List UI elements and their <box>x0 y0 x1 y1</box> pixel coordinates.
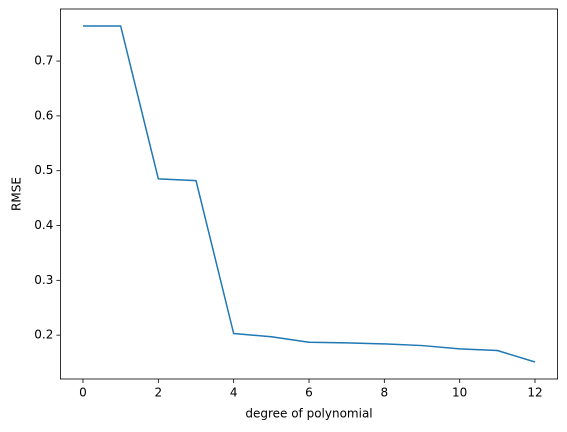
y-tick-label: 0.4 <box>34 218 53 232</box>
y-tick-label: 0.5 <box>34 163 53 177</box>
line <box>83 25 536 363</box>
x-tick-label: 8 <box>381 386 389 400</box>
x-tick-label: 4 <box>230 386 238 400</box>
y-axis-label: RMSE <box>10 177 24 211</box>
y-tick-label: 0.7 <box>34 54 53 68</box>
x-tick-label: 2 <box>155 386 163 400</box>
y-tick-label: 0.2 <box>34 328 53 342</box>
x-tick-label: 10 <box>452 386 467 400</box>
x-tick-label: 6 <box>305 386 313 400</box>
plot-frame <box>60 8 559 380</box>
x-tick-label: 0 <box>79 386 87 400</box>
x-tick-label: 12 <box>527 386 542 400</box>
y-tick-label: 0.6 <box>34 108 53 122</box>
x-axis-label: degree of polynomial <box>245 407 372 421</box>
y-tick-label: 0.3 <box>34 273 53 287</box>
